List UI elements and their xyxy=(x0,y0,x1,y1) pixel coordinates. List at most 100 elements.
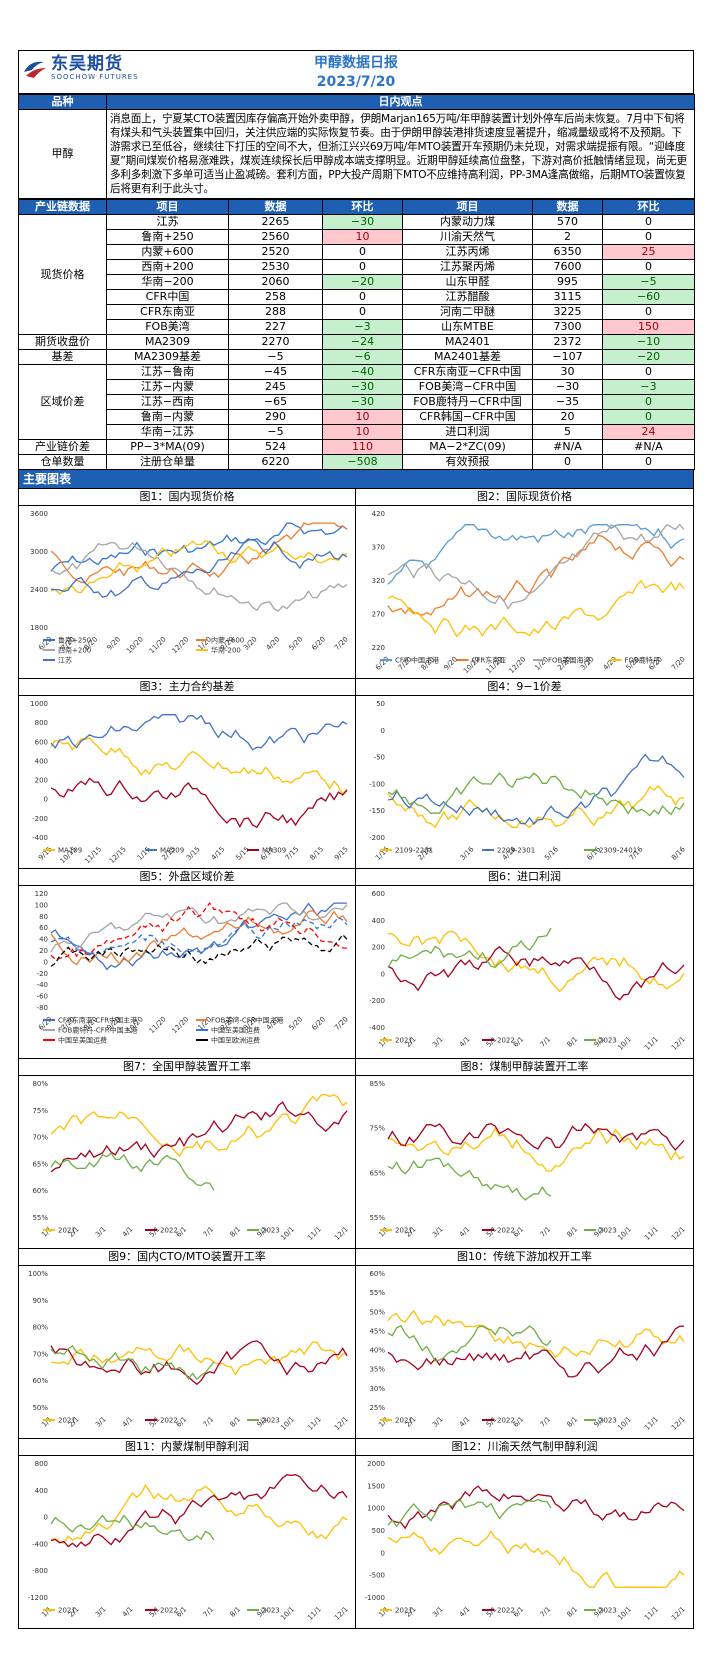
company-logo: 东吴期货 SOOCHOW FUTURES xyxy=(22,55,139,82)
x-tick-label: 10/1 xyxy=(616,1415,633,1432)
legend-label: 2021 xyxy=(395,1417,413,1425)
chart-title: 图5：外盘区域价差 xyxy=(19,869,355,886)
y-tick-label: 1800 xyxy=(30,624,48,632)
y-tick-label: 1500 xyxy=(367,1482,385,1490)
x-tick-label: 4/20 xyxy=(265,635,282,652)
item-change: −3 xyxy=(602,379,695,395)
legend-label: 2023 xyxy=(599,1037,617,1045)
y-tick-label: -200 xyxy=(32,815,48,823)
row-group-label: 仓单数量 xyxy=(18,454,107,470)
row-group-label: 产业链价差 xyxy=(18,439,107,455)
item-value: 2520 xyxy=(228,244,323,260)
chart-panel: 图4：9−1价差 50 0 -50 -100 -150 -200 1/16 2/16 3/16 4/… xyxy=(356,679,694,869)
x-tick-label: 12/20 xyxy=(508,655,528,675)
x-tick-label: 4/20 xyxy=(602,655,619,672)
x-tick-label: 4/1 xyxy=(458,1035,472,1049)
y-tick-label: 1000 xyxy=(367,1505,385,1513)
y-tick-label: 60% xyxy=(369,1270,385,1278)
y-tick-label: 100% xyxy=(28,1270,48,1278)
chart-title: 图10：传统下游加权开工率 xyxy=(356,1249,693,1266)
item-value: 2270 xyxy=(228,334,323,350)
y-tick-label: 600 xyxy=(372,890,385,898)
x-tick-label: 7/1 xyxy=(202,1225,216,1239)
item-name: FOB鹿特丹−CFR中国 xyxy=(402,394,533,410)
series-line xyxy=(387,1325,685,1378)
chart-panel: 图8：煤制甲醇装置开工率 85% 75% 65% 55% 1/1 2/1 3/1 4/1 5/1 6… xyxy=(356,1059,694,1249)
x-tick-label: 4/1 xyxy=(458,1225,472,1239)
series-line xyxy=(50,909,348,966)
legend-label: 2023 xyxy=(599,1227,617,1235)
x-tick-label: 12/20 xyxy=(171,635,191,655)
row-group-label: 区域价差 xyxy=(18,364,107,440)
data-header-cell: 环比 xyxy=(322,199,403,215)
x-tick-label: 4/1 xyxy=(121,1605,135,1619)
item-value: 20 xyxy=(532,409,603,425)
legend-label: CFR东南亚 xyxy=(472,656,507,665)
item-name: CFR韩国−CFR中国 xyxy=(402,409,533,425)
y-tick-label: 500 xyxy=(372,1527,385,1535)
y-tick-label: -200 xyxy=(369,997,385,1005)
chart-title: 图12：川渝天然气制甲醇利润 xyxy=(356,1439,693,1456)
row-group-label: 基差 xyxy=(18,349,107,365)
x-tick-label: 6/20 xyxy=(310,1015,327,1032)
table-row: 现货价格 江苏 2265 −30 内蒙动力煤 570 0 xyxy=(18,214,695,335)
item-change: 24 xyxy=(602,424,695,440)
x-tick-label: 5/16 xyxy=(543,845,560,862)
y-tick-label: 2400 xyxy=(30,586,48,594)
series-line xyxy=(50,1152,215,1191)
legend-label: 2021 xyxy=(58,1607,76,1615)
x-tick-label: 3/1 xyxy=(431,1035,445,1049)
data-header-cell: 项目 xyxy=(402,199,533,215)
legend-label: 2023 xyxy=(262,1227,280,1235)
x-tick-label: 10/1 xyxy=(616,1035,633,1052)
chart-title: 图3：主力合约基差 xyxy=(19,679,355,696)
chart-panel: 图5：外盘区域价差 120 100 80 60 40 20 0 -20 -40 -60 -80 6/20… xyxy=(18,869,356,1059)
x-tick-label: 7/20 xyxy=(670,655,687,672)
x-tick-label: 8/16 xyxy=(670,845,687,862)
item-name: PP−3*MA(09) xyxy=(106,439,229,455)
item-change: 0 xyxy=(322,289,403,305)
item-change: 0 xyxy=(322,244,403,260)
table-row: 华南−江苏 −5 10 进口利润 5 24 xyxy=(19,424,695,440)
y-tick-label: -400 xyxy=(32,834,48,842)
y-tick-label: -50 xyxy=(374,754,385,762)
chart-title: 图7：全国甲醇装置开工率 xyxy=(19,1059,355,1076)
item-name: 西南+200 xyxy=(106,259,229,275)
item-name: 华南−江苏 xyxy=(106,424,229,440)
legend-label: CFR东南亚-CFR中国主港 xyxy=(58,1016,137,1025)
item-change: −60 xyxy=(602,289,695,305)
data-header-row: 产业链数据 项目 数据 环比 项目 数据 环比 xyxy=(18,199,695,215)
item-change: −6 xyxy=(322,349,403,365)
legend-label: 2023 xyxy=(262,1607,280,1615)
item-value: 30 xyxy=(532,364,603,380)
item-change: −30 xyxy=(322,394,403,410)
x-tick-label: 8/1 xyxy=(229,1415,243,1429)
y-tick-label: 120 xyxy=(35,890,48,898)
legend-label: 2021 xyxy=(58,1227,76,1235)
y-tick-label: 85% xyxy=(369,1080,385,1088)
legend-label: 2309-2401 xyxy=(599,847,637,855)
legend-label: FOB鹿特丹-CFR中国主港 xyxy=(58,1026,138,1035)
x-tick-label: 10/1 xyxy=(616,1605,633,1622)
item-name: 江苏−内蒙 xyxy=(106,379,229,395)
daily-view-text: 消息面上，宁夏某CTO装置因库存偏高开始外卖甲醇，伊朗Marjan165万吨/年… xyxy=(106,109,695,199)
item-change: 110 xyxy=(322,439,403,455)
item-value: 3115 xyxy=(532,289,603,305)
series-line xyxy=(387,1122,685,1151)
x-tick-label: 11/1 xyxy=(306,1415,323,1432)
item-name: 江苏 xyxy=(106,214,229,230)
item-name: 华南−200 xyxy=(106,274,229,290)
item-value: 2060 xyxy=(228,274,323,290)
item-value: 570 xyxy=(532,214,603,230)
series-line xyxy=(387,785,685,829)
legend-label: 华南-200 xyxy=(211,646,241,655)
item-change: 0 xyxy=(602,214,695,230)
legend-label: 西南+200 xyxy=(58,646,91,655)
y-tick-label: 400 xyxy=(372,917,385,925)
series-line xyxy=(387,1485,685,1530)
line-chart: 100%90%80%70%60%50%1/1 2/1 3/1 4/1 5/1 6/1 7/1… xyxy=(28,1270,350,1432)
series-line xyxy=(387,930,685,993)
series-line xyxy=(50,538,348,598)
